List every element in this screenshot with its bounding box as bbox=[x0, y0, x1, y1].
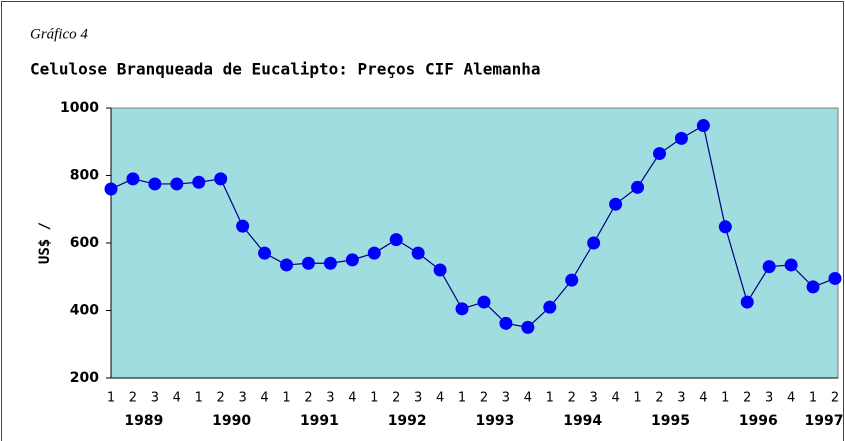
x-tick-label: 3 bbox=[765, 391, 773, 406]
year-label: 1991 bbox=[300, 413, 339, 429]
x-tick-label: 4 bbox=[260, 391, 268, 406]
data-point bbox=[828, 271, 842, 285]
x-tick-label: 1 bbox=[721, 391, 729, 406]
y-tick-label: 400 bbox=[70, 303, 99, 319]
x-tick-label: 4 bbox=[348, 391, 356, 406]
data-point bbox=[696, 119, 710, 133]
series-line bbox=[110, 124, 836, 329]
data-point bbox=[236, 219, 250, 233]
x-tick-label: 1 bbox=[809, 391, 817, 406]
x-tick-label: 2 bbox=[568, 391, 576, 406]
year-label: 1997 bbox=[805, 413, 844, 429]
data-point bbox=[433, 263, 447, 277]
x-tick-label: 1 bbox=[195, 391, 203, 406]
x-tick-label: 3 bbox=[590, 391, 598, 406]
data-point bbox=[499, 316, 513, 330]
x-tick-label: 1 bbox=[370, 391, 378, 406]
data-point bbox=[718, 220, 732, 234]
data-point bbox=[762, 260, 776, 274]
x-tick-label: 2 bbox=[480, 391, 488, 406]
y-tick-label: 600 bbox=[70, 235, 99, 251]
x-tick-label: 3 bbox=[414, 391, 422, 406]
x-tick-label: 1 bbox=[107, 391, 115, 406]
x-tick-label: 2 bbox=[304, 391, 312, 406]
data-point bbox=[521, 320, 535, 334]
data-point bbox=[126, 172, 140, 186]
x-tick-label: 1 bbox=[546, 391, 554, 406]
x-tick-label: 4 bbox=[436, 391, 444, 406]
year-label: 1993 bbox=[475, 413, 514, 429]
year-label: 1994 bbox=[563, 413, 602, 429]
data-point bbox=[214, 172, 228, 186]
data-point bbox=[389, 233, 403, 247]
plot-area bbox=[110, 107, 839, 379]
x-tick-label: 4 bbox=[524, 391, 532, 406]
data-point bbox=[587, 236, 601, 250]
data-point bbox=[652, 147, 666, 161]
data-point bbox=[609, 197, 623, 211]
data-point bbox=[192, 175, 206, 189]
year-label: 1995 bbox=[651, 413, 690, 429]
x-tick-label: 2 bbox=[392, 391, 400, 406]
y-tick-label: 200 bbox=[70, 370, 99, 386]
data-point bbox=[674, 131, 688, 145]
year-label: 1990 bbox=[212, 413, 251, 429]
data-point bbox=[455, 302, 469, 316]
year-label: 1992 bbox=[388, 413, 427, 429]
data-point bbox=[784, 258, 798, 272]
year-label: 1996 bbox=[739, 413, 778, 429]
data-point bbox=[565, 273, 579, 287]
x-tick-label: 4 bbox=[173, 391, 181, 406]
x-tick-label: 2 bbox=[217, 391, 225, 406]
data-point bbox=[104, 182, 118, 196]
data-point bbox=[345, 253, 359, 267]
data-point bbox=[170, 177, 184, 191]
data-point bbox=[806, 280, 820, 294]
data-point bbox=[301, 256, 315, 270]
x-tick-label: 3 bbox=[238, 391, 246, 406]
y-tick-label: 800 bbox=[70, 168, 99, 184]
chart-title: Celulose Branqueada de Eucalipto: Preços… bbox=[30, 60, 541, 79]
data-point bbox=[280, 258, 294, 272]
x-tick-label: 3 bbox=[502, 391, 510, 406]
x-tick-label: 1 bbox=[633, 391, 641, 406]
y-tick-label: 1000 bbox=[60, 100, 99, 116]
data-point bbox=[411, 246, 425, 260]
x-tick-label: 3 bbox=[151, 391, 159, 406]
x-tick-label: 2 bbox=[831, 391, 839, 406]
y-axis-label: US$ / bbox=[37, 222, 53, 264]
x-tick-label: 4 bbox=[787, 391, 795, 406]
x-tick-label: 4 bbox=[611, 391, 619, 406]
year-label: 1989 bbox=[124, 413, 163, 429]
x-tick-label: 2 bbox=[129, 391, 137, 406]
x-tick-label: 1 bbox=[458, 391, 466, 406]
x-tick-label: 3 bbox=[677, 391, 685, 406]
data-point bbox=[258, 246, 272, 260]
x-tick-label: 1 bbox=[282, 391, 290, 406]
x-tick-label: 2 bbox=[655, 391, 663, 406]
data-point bbox=[367, 246, 381, 260]
x-tick-label: 3 bbox=[326, 391, 334, 406]
data-point bbox=[740, 295, 754, 309]
data-point bbox=[323, 256, 337, 270]
data-point bbox=[148, 177, 162, 191]
x-tick-label: 4 bbox=[699, 391, 707, 406]
x-tick-label: 2 bbox=[743, 391, 751, 406]
data-point bbox=[631, 180, 645, 194]
chart-subtitle: Gráfico 4 bbox=[30, 26, 88, 42]
data-point bbox=[543, 300, 557, 314]
data-point bbox=[477, 295, 491, 309]
